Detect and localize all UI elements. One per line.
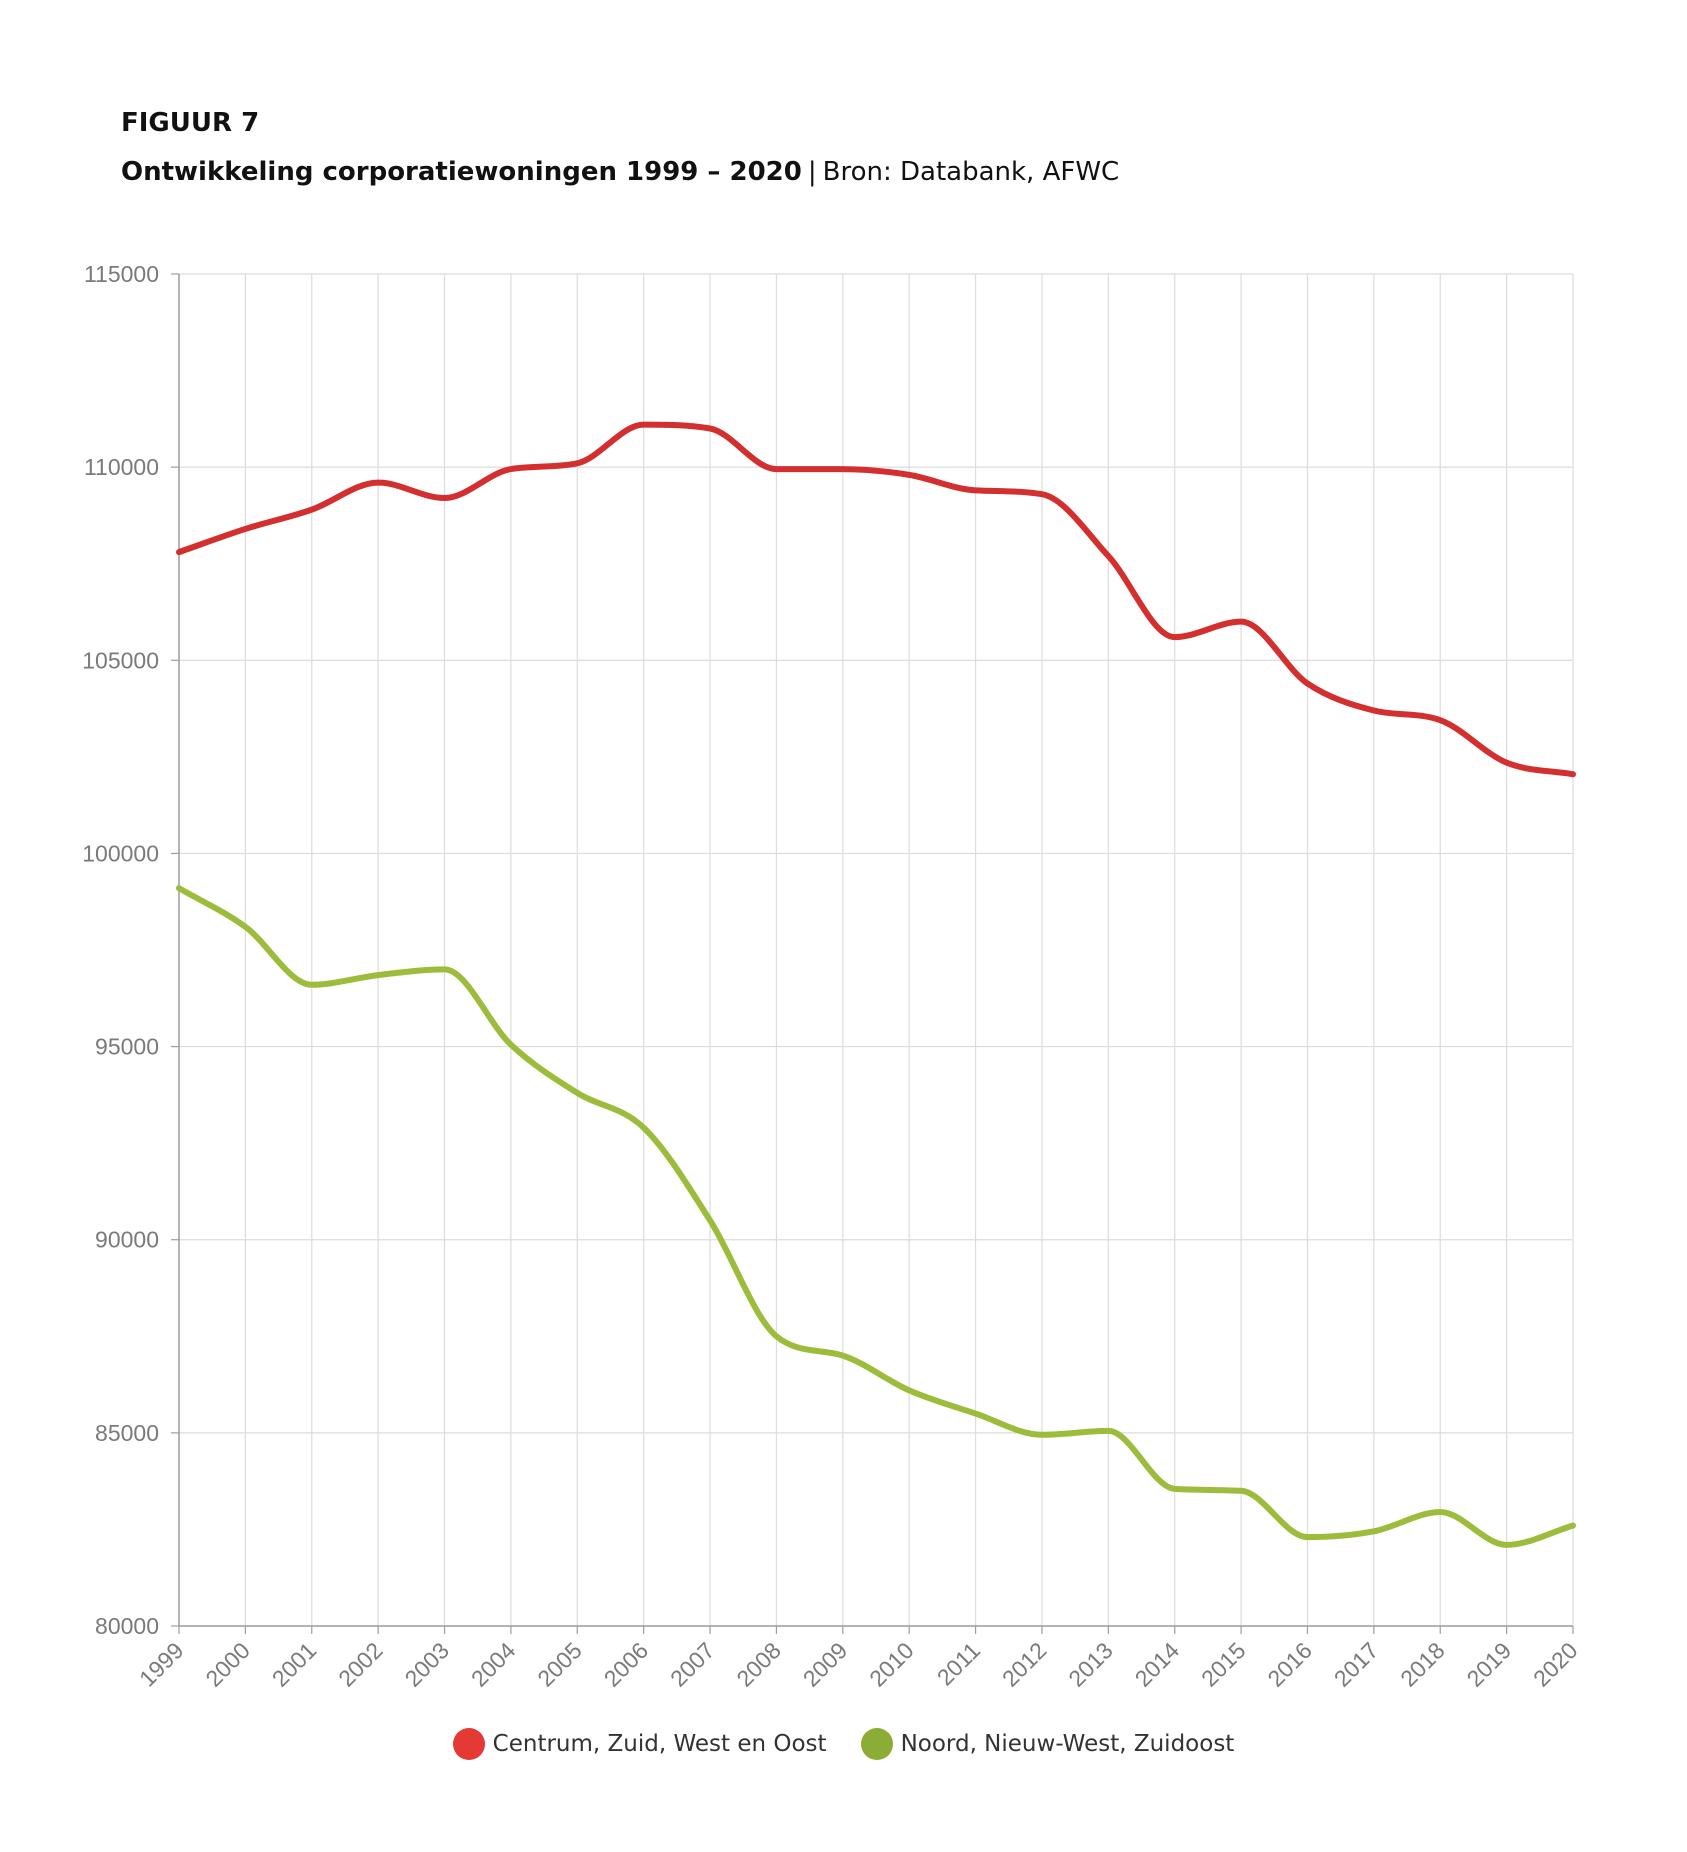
- y-axis-ticks: 80000 85000 90000 95000 100000 105000 110000 11…: [82, 261, 159, 1639]
- x-tick-label: 2008: [731, 1637, 786, 1692]
- legend-label-noord: Noord, Nieuw-West, Zuidoost: [900, 1731, 1235, 1757]
- figure-title-main: Ontwikkeling corporatiewoningen 1999 – 2…: [121, 157, 802, 187]
- chart-legend: Centrum, Zuid, West en Oost Noord, Nieuw…: [0, 1728, 1687, 1760]
- x-tick-label: 2000: [200, 1637, 255, 1692]
- x-tick-label: 2014: [1130, 1637, 1185, 1692]
- x-tick-label: 2016: [1262, 1637, 1317, 1692]
- y-tick-label: 100000: [82, 840, 159, 866]
- legend-swatch-centrum: [452, 1728, 485, 1760]
- y-tick-label: 85000: [95, 1420, 159, 1446]
- x-tick-label: 1999: [134, 1637, 189, 1692]
- x-tick-label: 2003: [399, 1637, 454, 1692]
- x-tick-label: 2012: [997, 1637, 1052, 1692]
- x-tick-label: 2001: [267, 1637, 322, 1692]
- y-tick-label: 115000: [84, 261, 159, 287]
- x-tick-label: 2019: [1462, 1637, 1517, 1692]
- chart-series: [176, 421, 1576, 1548]
- x-tick-label: 2011: [932, 1637, 985, 1690]
- y-tick-label: 110000: [84, 454, 159, 480]
- legend-label-centrum: Centrum, Zuid, West en Oost: [492, 1731, 827, 1757]
- legend-item-centrum[interactable]: Centrum, Zuid, West en Oost: [452, 1728, 827, 1760]
- y-tick-label: 105000: [82, 647, 159, 673]
- x-tick-label: 2015: [1196, 1637, 1251, 1692]
- x-tick-label: 2013: [1063, 1637, 1118, 1692]
- x-tick-label: 2006: [599, 1637, 654, 1692]
- series-line-1: [176, 885, 1576, 1548]
- x-tick-label: 2020: [1528, 1637, 1583, 1692]
- series-line-0: [176, 421, 1576, 778]
- x-tick-label: 2017: [1329, 1637, 1384, 1692]
- figure-label: FIGUUR 7: [121, 108, 260, 138]
- x-axis-ticks: 1999 2000 2001 2002 2003 2004 2005 2006 2007 2008…: [134, 1637, 1583, 1692]
- y-tick-label: 80000: [95, 1613, 159, 1639]
- y-tick-label: 95000: [95, 1034, 159, 1060]
- x-tick-label: 2004: [466, 1637, 521, 1692]
- legend-item-noord[interactable]: Noord, Nieuw-West, Zuidoost: [860, 1728, 1235, 1760]
- legend-swatch-noord: [860, 1728, 893, 1760]
- chart-axes: [171, 273, 1574, 1634]
- figure-title: Ontwikkeling corporatiewoningen 1999 – 2…: [121, 157, 1119, 187]
- figure-source: Bron: Databank, AFWC: [822, 157, 1120, 187]
- chart-grid: [178, 273, 1574, 1627]
- y-tick-label: 90000: [95, 1227, 159, 1253]
- title-separator: |: [807, 157, 817, 187]
- line-chart: 80000 85000 90000 95000 100000 105000 110000 11…: [82, 261, 1583, 1692]
- x-tick-label: 2002: [333, 1637, 388, 1692]
- x-tick-label: 2007: [665, 1637, 720, 1692]
- x-tick-label: 2009: [798, 1637, 853, 1692]
- x-tick-label: 2005: [532, 1637, 587, 1692]
- x-tick-label: 2010: [864, 1637, 919, 1692]
- x-tick-label: 2018: [1395, 1637, 1450, 1692]
